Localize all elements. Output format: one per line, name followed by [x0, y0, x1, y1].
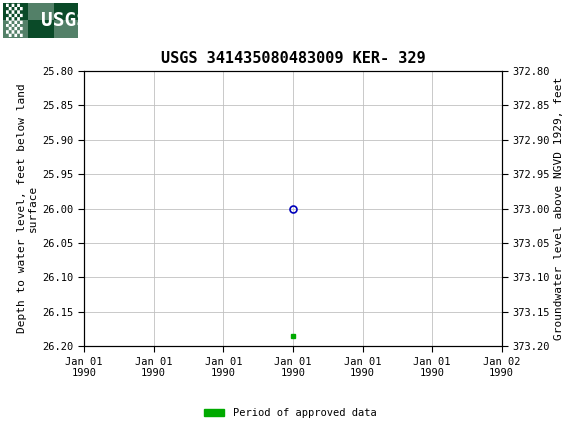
Text: ▒: ▒	[6, 4, 23, 37]
FancyBboxPatch shape	[3, 3, 78, 37]
Title: USGS 341435080483009 KER- 329: USGS 341435080483009 KER- 329	[161, 51, 425, 66]
Text: USGS: USGS	[41, 11, 88, 30]
Y-axis label: Depth to water level, feet below land
surface: Depth to water level, feet below land su…	[17, 84, 38, 333]
FancyBboxPatch shape	[54, 20, 79, 37]
Legend: Period of approved data: Period of approved data	[200, 404, 380, 423]
FancyBboxPatch shape	[3, 20, 28, 37]
FancyBboxPatch shape	[28, 3, 54, 20]
Y-axis label: Groundwater level above NGVD 1929, feet: Groundwater level above NGVD 1929, feet	[554, 77, 564, 340]
